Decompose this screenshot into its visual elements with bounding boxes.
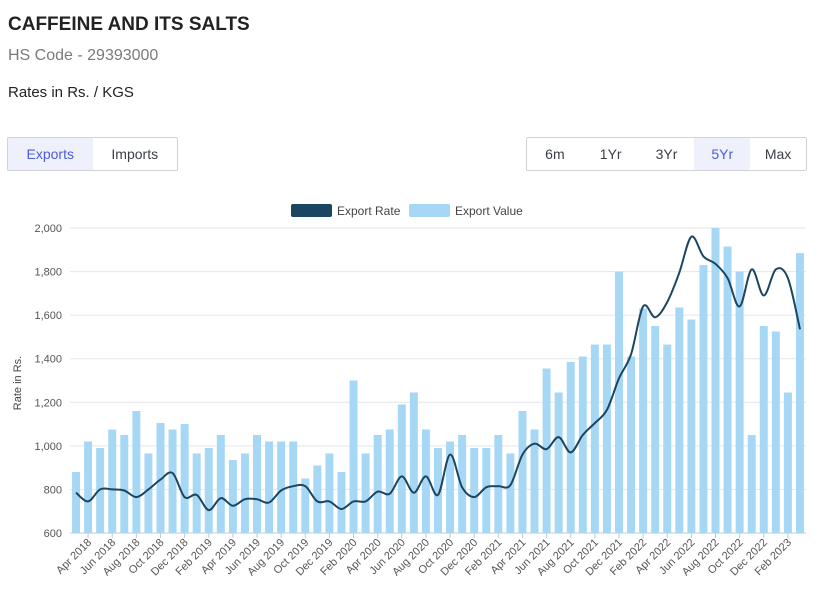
trade-toggle: Exports Imports xyxy=(7,137,178,171)
export-value-bar[interactable] xyxy=(373,434,382,533)
export-value-bar[interactable] xyxy=(301,478,310,533)
export-value-bar[interactable] xyxy=(240,453,249,533)
export-value-bar[interactable] xyxy=(530,429,539,533)
y-tick-label: 1,600 xyxy=(34,310,62,322)
export-value-bar[interactable] xyxy=(795,253,804,533)
chart-legend: Export Rate Export Value xyxy=(291,204,523,218)
export-value-bar[interactable] xyxy=(494,434,503,533)
export-value-bar[interactable] xyxy=(615,271,623,533)
exports-tab[interactable]: Exports xyxy=(8,138,93,170)
export-value-bar[interactable] xyxy=(265,441,274,534)
export-value-bar[interactable] xyxy=(506,453,515,533)
y-tick-label: 2,000 xyxy=(34,223,62,235)
legend-label-export-rate[interactable]: Export Rate xyxy=(337,204,401,218)
y-tick-label: 1,200 xyxy=(34,397,62,409)
export-value-bar[interactable] xyxy=(627,356,636,533)
y-tick-label: 1,400 xyxy=(34,354,62,366)
y-tick-label: 600 xyxy=(44,528,62,540)
export-value-bar[interactable] xyxy=(470,448,479,533)
export-value-bar[interactable] xyxy=(542,368,551,533)
range-3yr-button[interactable]: 3Yr xyxy=(655,146,678,162)
export-value-bar[interactable] xyxy=(446,441,455,534)
range-6m-button[interactable]: 6m xyxy=(545,146,565,162)
export-value-bar[interactable] xyxy=(168,429,177,533)
rate-chart: Export Rate Export Value 600 800 1,000 1,20… xyxy=(12,204,806,578)
export-value-bar[interactable] xyxy=(337,472,346,533)
export-value-bar[interactable] xyxy=(759,326,768,533)
export-value-bar[interactable] xyxy=(156,422,165,533)
range-5yr-button[interactable]: 5Yr xyxy=(694,138,751,170)
range-1yr-button[interactable]: 1Yr xyxy=(599,146,622,162)
export-value-bar[interactable] xyxy=(361,453,370,533)
export-value-bar[interactable] xyxy=(735,271,744,533)
export-value-bar[interactable] xyxy=(783,392,792,533)
export-value-bar[interactable] xyxy=(747,434,756,533)
legend-swatch-export-rate[interactable] xyxy=(291,204,332,217)
export-value-bar[interactable] xyxy=(566,361,575,533)
export-value-bar[interactable] xyxy=(289,441,298,534)
export-value-bar[interactable] xyxy=(482,448,491,533)
export-value-bar[interactable] xyxy=(699,265,708,533)
export-value-bar[interactable] xyxy=(421,429,430,533)
export-value-bar[interactable] xyxy=(120,434,129,533)
y-tick-label: 800 xyxy=(44,484,62,496)
export-value-bar[interactable] xyxy=(711,228,720,533)
export-rate-line xyxy=(75,235,801,512)
export-value-bar[interactable] xyxy=(72,472,81,533)
range-toggle: 6m 1Yr 3Yr 5Yr Max xyxy=(526,137,807,171)
export-value-bar[interactable] xyxy=(325,453,334,533)
export-value-bar[interactable] xyxy=(397,404,406,533)
export-value-bar[interactable] xyxy=(663,344,672,533)
export-value-bar[interactable] xyxy=(313,465,322,533)
export-value-bar[interactable] xyxy=(228,460,237,533)
export-value-bar[interactable] xyxy=(518,411,527,533)
y-axis: 600 800 1,000 1,200 1,400 1,600 1,800 2,000 xyxy=(34,223,62,540)
y-tick-label: 1,000 xyxy=(34,441,62,453)
page-title: CAFFEINE AND ITS SALTS xyxy=(8,14,250,35)
export-value-bar[interactable] xyxy=(458,434,467,533)
legend-label-export-value[interactable]: Export Value xyxy=(455,204,523,218)
export-value-bar[interactable] xyxy=(144,453,153,533)
imports-tab[interactable]: Imports xyxy=(111,146,159,162)
export-value-bar[interactable] xyxy=(723,246,732,533)
export-value-bar[interactable] xyxy=(132,411,141,533)
export-value-bar[interactable] xyxy=(675,307,684,533)
export-value-bar[interactable] xyxy=(602,344,611,533)
export-value-bar[interactable] xyxy=(108,429,117,533)
export-value-bar[interactable] xyxy=(253,434,261,533)
export-value-bar[interactable] xyxy=(349,380,358,534)
export-value-bar[interactable] xyxy=(590,344,599,533)
export-value-bar[interactable] xyxy=(409,392,418,533)
export-value-bar[interactable] xyxy=(204,448,213,533)
export-value-bar[interactable] xyxy=(216,434,225,533)
export-value-bar[interactable] xyxy=(554,392,563,533)
export-value-bar[interactable] xyxy=(578,356,587,533)
rates-unit: Rates in Rs. / KGS xyxy=(8,84,134,101)
export-value-bar[interactable] xyxy=(180,424,189,533)
y-axis-label: Rate in Rs. xyxy=(12,356,24,410)
export-value-bar[interactable] xyxy=(385,429,394,533)
export-value-bar[interactable] xyxy=(687,319,696,534)
export-value-bar[interactable] xyxy=(651,326,660,533)
export-value-bar[interactable] xyxy=(771,331,780,533)
export-value-bars xyxy=(72,228,804,533)
export-value-bar[interactable] xyxy=(639,308,648,533)
export-value-bar[interactable] xyxy=(84,441,93,534)
export-value-bar[interactable] xyxy=(277,441,286,534)
legend-swatch-export-value[interactable] xyxy=(409,204,450,217)
grid-lines xyxy=(70,227,806,534)
export-value-bar[interactable] xyxy=(434,448,442,533)
hs-code: HS Code - 29393000 xyxy=(8,47,159,64)
export-value-bar[interactable] xyxy=(192,453,201,533)
range-max-button[interactable]: Max xyxy=(764,146,792,162)
y-tick-label: 1,800 xyxy=(34,267,62,279)
